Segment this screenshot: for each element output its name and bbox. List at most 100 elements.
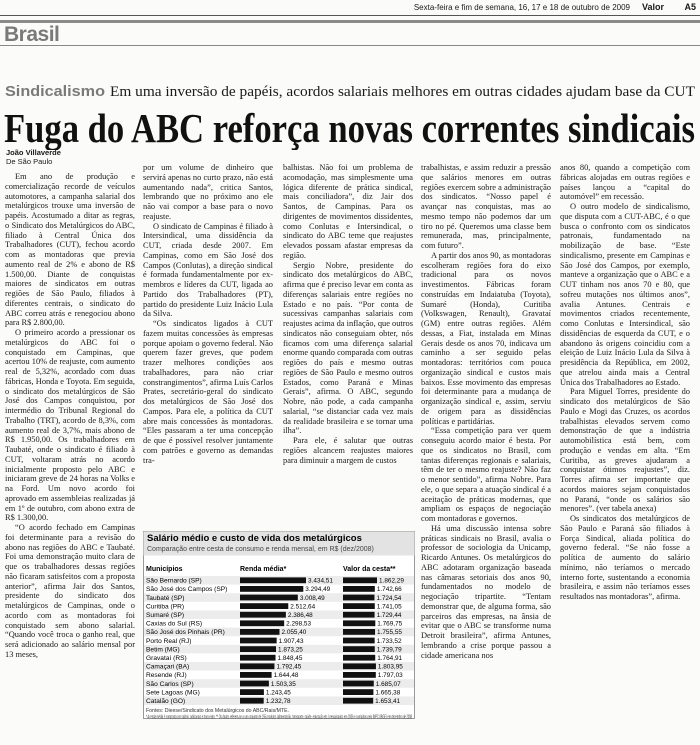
- income-bar: [240, 654, 276, 661]
- basket-label: 1.733,52: [377, 638, 402, 645]
- byline: João Villaverde De São Paulo: [6, 148, 136, 166]
- text-column: trabalhistas, e assim reduzir a pressão …: [421, 163, 551, 740]
- row-band: [144, 679, 414, 688]
- headlines: Sindicalismo Em uma inversão de papéis, …: [4, 84, 695, 150]
- municipality: Sumaré (SP): [146, 612, 184, 619]
- income-bar: [240, 594, 298, 601]
- paragraph: balhistas. Não foi um problema de acomod…: [283, 163, 413, 260]
- basket-bar: [343, 689, 374, 695]
- paragraph: Para Miguel Torres, presidente do sindic…: [560, 387, 690, 514]
- paragraph: O outro modelo de sindicalismo, que disp…: [560, 202, 690, 387]
- text-column: balhistas. Não foi um problema de acomod…: [283, 163, 413, 527]
- paragraph: A partir dos anos 90, as montadoras esco…: [421, 250, 551, 426]
- income-bar: [240, 637, 277, 644]
- income-label: 2.298,53: [286, 621, 311, 628]
- income-label: 3.294,49: [305, 586, 330, 593]
- municipality: Gravataí (RS): [146, 655, 187, 662]
- basket-label: 1.653,41: [375, 698, 400, 705]
- paragraph: trabalhistas, e assim reduzir a pressão …: [421, 163, 551, 250]
- basket-label: 1.742,66: [377, 586, 402, 593]
- basket-bar: [343, 620, 376, 627]
- location: De São Paulo: [6, 157, 53, 166]
- income-label: 1.243,45: [266, 689, 291, 696]
- text-column: Em ano de produção e comercialização rec…: [5, 172, 135, 740]
- basket-label: 1.739,79: [377, 646, 402, 653]
- income-label: 2.055,40: [281, 629, 306, 636]
- municipality: Sete Lagoas (MG): [146, 689, 200, 696]
- paragraph: por um volume de dinheiro que servirá ap…: [143, 163, 273, 221]
- infographic: Salário médio e custo de vida dos metalú…: [143, 531, 415, 719]
- income-label: 2.512,64: [290, 603, 315, 610]
- text-column: por um volume de dinheiro que servirá ap…: [143, 163, 273, 527]
- municipality: Resende (RJ): [146, 672, 187, 679]
- author: João Villaverde: [6, 148, 61, 157]
- municipality: São José dos Campos (SP): [146, 586, 227, 593]
- basket-bar: [343, 603, 375, 609]
- basket-bar: [343, 586, 375, 592]
- paragraph: “Os sindicatos ligados à CUT fazem muita…: [143, 319, 273, 465]
- paragraph: Há uma discussão intensa sobre práticas …: [421, 523, 551, 660]
- income-bar: [240, 620, 285, 627]
- municipality: Betim (MG): [146, 646, 180, 653]
- income-label: 1.907,43: [279, 638, 304, 645]
- column-header: Renda média*: [240, 566, 287, 573]
- income-bar: [240, 672, 272, 678]
- deck: Em uma inversão de papéis, acordos salar…: [110, 84, 695, 100]
- dateline: Sexta-feira e fim de semana, 16, 17 e 18…: [413, 3, 630, 12]
- income-bar: [240, 611, 286, 618]
- income-bar: [240, 629, 280, 635]
- income-bar: [240, 603, 289, 609]
- income-bar: [240, 577, 306, 584]
- basket-label: 1.862,29: [379, 578, 404, 585]
- column-header: Valor da cesta**: [343, 566, 396, 573]
- municipality: São José dos Pinhais (PR): [146, 629, 225, 636]
- paragraph: Em ano de produção e comercialização rec…: [5, 172, 135, 328]
- info-title: Salário médio e custo de vida dos metalú…: [147, 533, 362, 544]
- basket-label: 1.665,38: [375, 689, 400, 696]
- income-bar: [240, 697, 264, 704]
- income-label: 2.386,48: [288, 612, 313, 619]
- municipality: Curitiba (PR): [146, 603, 184, 610]
- basket-bar: [343, 646, 375, 652]
- municipality: Taubaté (SP): [146, 595, 184, 602]
- basket-bar: [343, 697, 374, 704]
- paragraph: anos 80, quando a competição com fábrica…: [560, 163, 690, 202]
- income-label: 1.848,45: [278, 655, 303, 662]
- paragraph: O primeiro acordo a pressionar os metalú…: [5, 328, 135, 523]
- paragraph: Sergio Nobre, presidente do sindicato do…: [283, 260, 413, 436]
- row-band: [144, 644, 414, 654]
- basket-label: 1.741,05: [377, 603, 402, 610]
- income-bar: [240, 680, 269, 687]
- income-label: 3.434,51: [308, 578, 333, 585]
- paragraph: “Essa competição para ver quem conseguiu…: [421, 426, 551, 523]
- basket-label: 1.724,54: [376, 595, 401, 602]
- basket-bar: [343, 672, 376, 678]
- paragraph: Para ele, é salutar que outras regiões a…: [283, 436, 413, 465]
- income-label: 1.873,25: [278, 646, 303, 653]
- basket-label: 1.769,75: [377, 621, 402, 628]
- paper-name: Valor: [641, 2, 664, 12]
- column-header: Municípios: [146, 566, 183, 573]
- income-bar: [240, 586, 304, 592]
- text-column: anos 80, quando a competição com fábrica…: [560, 163, 690, 740]
- basket-label: 1.755,55: [377, 629, 402, 636]
- basket-bar: [343, 663, 376, 670]
- income-label: 1.232,78: [266, 698, 291, 705]
- municipality: São Bernardo (SP): [146, 578, 202, 585]
- info-notes: * A renda média é composta por salário, …: [146, 715, 412, 720]
- paragraph: O sindicato de Campinas é filiado à Inte…: [143, 221, 273, 319]
- page-header: Sexta-feira e fim de semana, 16, 17 e 18…: [0, 0, 700, 16]
- income-label: 1.503,35: [271, 681, 296, 688]
- info-subtitle: Comparação entre cesta de consumo e rend…: [147, 546, 374, 553]
- basket-label: 1.764,91: [377, 655, 402, 662]
- title-band: [143, 531, 415, 556]
- income-bar: [240, 663, 275, 670]
- page-number: A5: [684, 2, 696, 12]
- basket-bar: [343, 611, 375, 618]
- info-source: Fontes: Dieese/Sindicato dos Metalúrgico…: [146, 708, 289, 714]
- income-bar: [240, 646, 276, 652]
- municipality: Caxias do Sul (RS): [146, 621, 202, 628]
- row-band: [144, 696, 414, 705]
- basket-bar: [343, 629, 376, 635]
- section-title: Brasil: [4, 23, 60, 46]
